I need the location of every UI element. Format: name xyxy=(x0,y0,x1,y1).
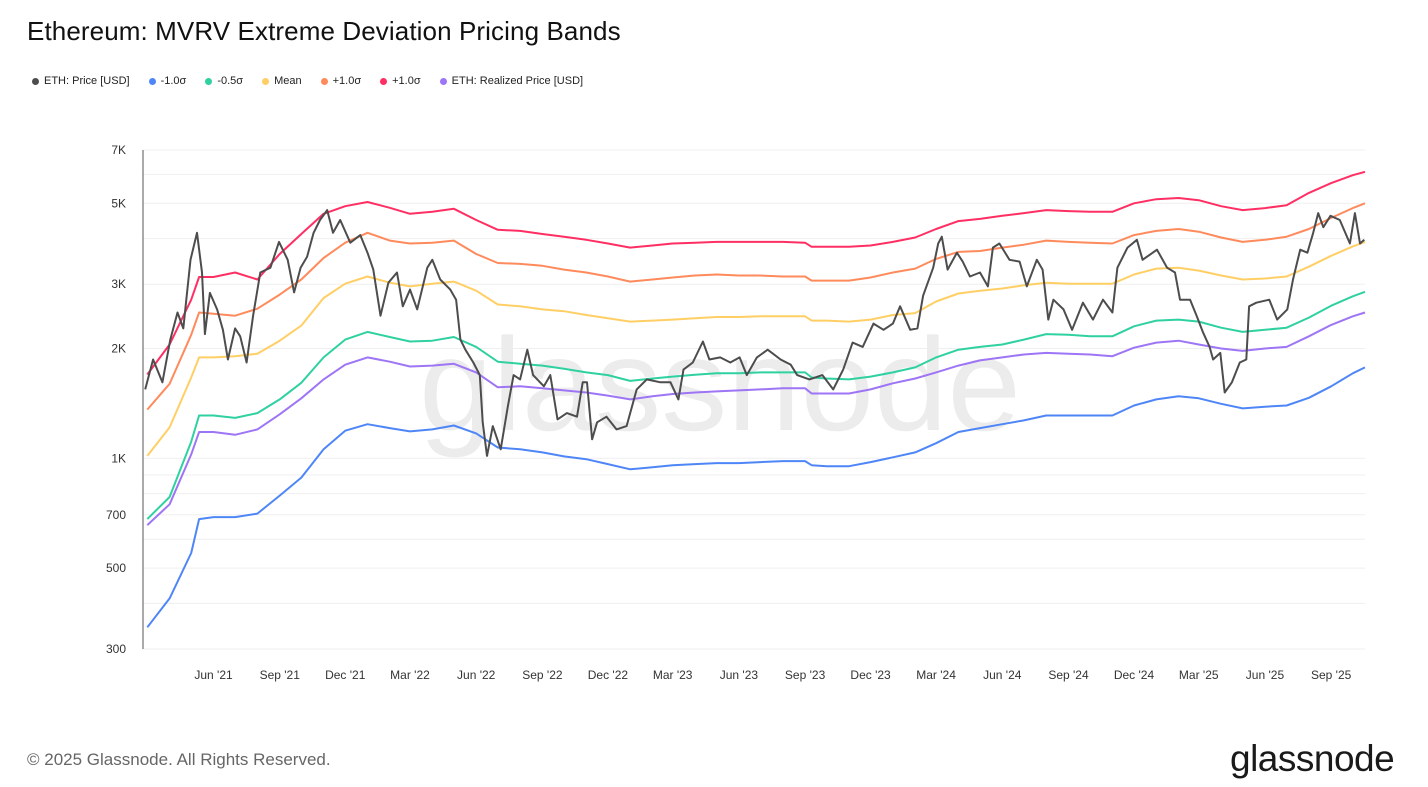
legend-item-plus-1-sigma-upper[interactable]: +1.0σ xyxy=(380,75,421,87)
x-tick-label: Jun '22 xyxy=(457,668,496,682)
legend-marker-icon xyxy=(320,77,328,85)
glassnode-logo: glassnode xyxy=(1230,738,1395,779)
series-line-2 xyxy=(146,290,1366,520)
legend-marker-icon xyxy=(32,77,39,85)
legend-label: -1.0σ xyxy=(160,75,187,87)
x-tick-label: Mar '22 xyxy=(390,668,430,682)
series-line-5 xyxy=(146,170,1366,376)
y-tick-label: 7K xyxy=(111,143,126,157)
y-tick-label: 3K xyxy=(111,277,126,291)
x-tick-label: Jun '25 xyxy=(1246,668,1285,682)
x-tick-label: Sep '22 xyxy=(522,668,563,682)
x-tick-label: Jun '23 xyxy=(720,668,759,682)
y-axis-ticks: 300 500 700 1K 2K 3K 5K 7K xyxy=(106,143,126,656)
legend-label: Mean xyxy=(274,75,302,87)
legend-marker-icon xyxy=(380,77,388,85)
series-line-1 xyxy=(146,311,1366,526)
x-tick-label: Dec '24 xyxy=(1114,668,1155,682)
legend-label: ETH: Realized Price [USD] xyxy=(451,75,584,87)
series-lines xyxy=(144,170,1366,628)
series-line-4 xyxy=(146,202,1366,411)
x-tick-label: Jun '24 xyxy=(983,668,1022,682)
x-axis-ticks: Jun '21 Sep '21 Dec '21 Mar '22 Jun '22 Sep '… xyxy=(194,668,1351,682)
x-tick-label: Mar '23 xyxy=(653,668,693,682)
legend-marker-icon xyxy=(262,77,270,85)
legend-label: +1.0σ xyxy=(332,75,362,87)
copyright-text: © 2025 Glassnode. All Rights Reserved. xyxy=(27,750,331,769)
y-tick-label: 5K xyxy=(111,196,126,210)
legend-item-minus-0-5-sigma[interactable]: -0.5σ xyxy=(205,75,243,87)
series-line-3 xyxy=(146,240,1366,457)
series-line-0 xyxy=(146,366,1366,628)
y-tick-label: 1K xyxy=(111,451,126,465)
x-tick-label: Dec '23 xyxy=(850,668,891,682)
legend-item-mean[interactable]: Mean xyxy=(262,75,302,87)
watermark: glassnode xyxy=(419,311,1021,458)
y-tick-label: 300 xyxy=(106,642,126,656)
legend-marker-icon xyxy=(205,77,213,85)
legend-label: ETH: Price [USD] xyxy=(44,75,130,87)
x-tick-label: Sep '24 xyxy=(1048,668,1089,682)
legend-item-price[interactable]: ETH: Price [USD] xyxy=(32,75,130,87)
x-tick-label: Sep '23 xyxy=(785,668,826,682)
y-tick-label: 700 xyxy=(106,508,126,522)
x-tick-label: Sep '21 xyxy=(260,668,301,682)
x-tick-label: Dec '22 xyxy=(588,668,629,682)
x-tick-label: Dec '21 xyxy=(325,668,366,682)
x-tick-label: Sep '25 xyxy=(1311,668,1352,682)
x-tick-label: Mar '24 xyxy=(916,668,956,682)
x-tick-label: Mar '25 xyxy=(1179,668,1219,682)
legend-marker-icon xyxy=(439,77,447,85)
legend-item-plus-1-sigma-lower[interactable]: +1.0σ xyxy=(320,75,362,87)
y-tick-label: 500 xyxy=(106,561,126,575)
y-tick-label: 2K xyxy=(111,341,126,355)
chart-legend: ETH: Price [USD] -1.0σ -0.5σ Mean +1.0σ … xyxy=(32,75,583,87)
series-line-price xyxy=(144,209,1365,457)
legend-item-minus-1-sigma[interactable]: -1.0σ xyxy=(148,75,187,87)
x-tick-label: Jun '21 xyxy=(194,668,233,682)
legend-label: -0.5σ xyxy=(217,75,244,87)
legend-label: +1.0σ xyxy=(392,75,421,87)
legend-item-realized-price[interactable]: ETH: Realized Price [USD] xyxy=(439,75,584,87)
chart-title: Ethereum: MVRV Extreme Deviation Pricing… xyxy=(27,16,621,46)
legend-marker-icon xyxy=(148,77,156,85)
